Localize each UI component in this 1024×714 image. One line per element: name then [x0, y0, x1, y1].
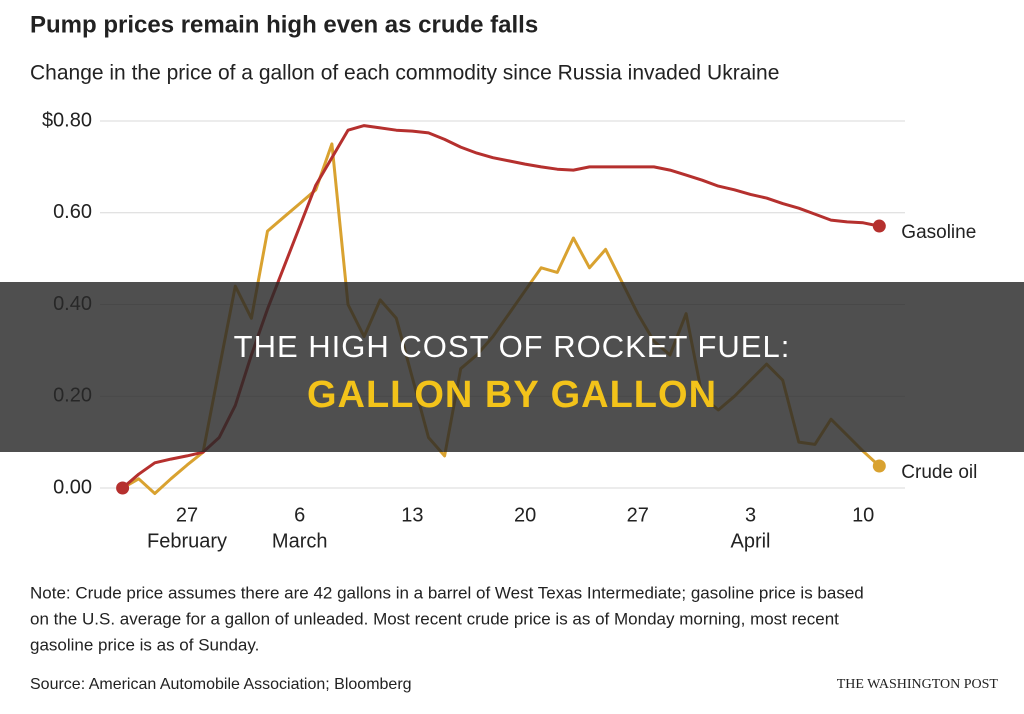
x-tick-label: 3 — [745, 504, 756, 526]
note-line: on the U.S. average for a gallon of unle… — [30, 609, 839, 628]
x-tick-label: 20 — [514, 504, 536, 526]
chart-title: Pump prices remain high even as crude fa… — [30, 11, 538, 38]
x-tick-label: 13 — [401, 504, 423, 526]
end-dot — [872, 219, 886, 233]
banner-line: GALLON BY GALLON — [306, 374, 718, 416]
x-month-label: April — [730, 530, 770, 552]
x-tick-label: 6 — [294, 504, 305, 526]
note-line: gasoline price is as of Sunday. — [30, 635, 259, 654]
series-label: Gasoline — [901, 222, 976, 243]
x-tick-label: 27 — [176, 504, 198, 526]
credit: THE WASHINGTON POST — [837, 677, 999, 692]
start-dot — [116, 481, 130, 495]
y-tick-label: $0.80 — [42, 109, 92, 131]
source: Source: American Automobile Association;… — [30, 676, 412, 693]
chart-subtitle: Change in the price of a gallon of each … — [30, 62, 779, 85]
x-tick-label: 27 — [627, 504, 649, 526]
x-month-label: March — [272, 530, 328, 552]
x-month-label: February — [147, 530, 227, 552]
note-line: Note: Crude price assumes there are 42 g… — [30, 583, 864, 602]
end-dot — [872, 459, 886, 473]
x-tick-label: 10 — [852, 504, 874, 526]
y-tick-label: 0.00 — [53, 476, 92, 498]
banner: THE HIGH COST OF ROCKET FUEL: GALLON BY … — [0, 282, 1024, 452]
banner-line: THE HIGH COST OF ROCKET FUEL: — [233, 329, 791, 364]
series-label: Crude oil — [901, 462, 977, 483]
y-tick-label: 0.60 — [53, 201, 92, 223]
